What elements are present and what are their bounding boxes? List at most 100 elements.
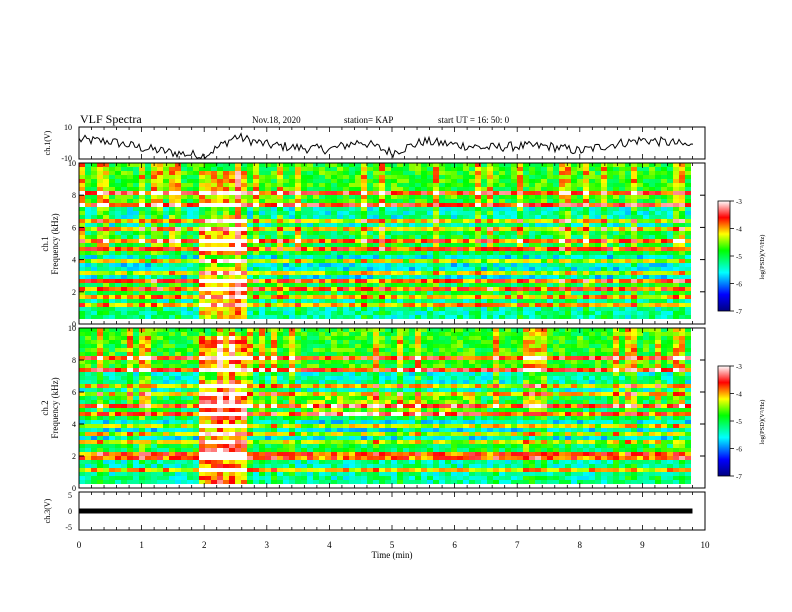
ch1-spectrogram-cell	[685, 259, 691, 263]
ch1-spectrogram-cell	[661, 275, 667, 279]
ch1-spectrogram-cell	[337, 167, 343, 171]
ch1-spectrogram-cell	[367, 235, 373, 239]
ch1-spectrogram-cell	[289, 263, 295, 267]
ch1-spectrogram-cell	[517, 267, 523, 271]
ch1-spectrogram-cell	[517, 199, 523, 203]
ch1-spectrogram-cell	[217, 203, 223, 207]
ch2-spectrogram-cell	[175, 452, 181, 456]
ch1-spectrogram-cell	[451, 251, 457, 255]
ch2-spectrogram-cell	[91, 360, 97, 364]
ch2-spectrogram-cell	[127, 412, 133, 416]
ch2-spectrogram-cell	[139, 332, 145, 336]
ch1-spectrogram-cell	[619, 251, 625, 255]
ch1-spectrogram-cell	[109, 319, 115, 323]
ch2-spectrogram-cell	[151, 396, 157, 400]
ch1-spectrogram-cell	[415, 287, 421, 291]
ch1-spectrogram-cell	[415, 271, 421, 275]
ch1-spectrogram-cell	[205, 207, 211, 211]
ch2-spectrogram-cell	[91, 480, 97, 484]
ch1-spectrogram-cell	[337, 239, 343, 243]
ch1-spectrogram-cell	[499, 275, 505, 279]
ch2-spectrogram-cell	[169, 336, 175, 340]
ch1-spectrogram-cell	[385, 263, 391, 267]
ch1-spectrogram-cell	[121, 271, 127, 275]
ch1-spectrogram-cell	[145, 179, 151, 183]
ch1-spectrogram-cell	[223, 239, 229, 243]
ch1-spectrogram-cell	[595, 243, 601, 247]
ch1-spectrogram-cell	[631, 283, 637, 287]
ch1-spectrogram-cell	[625, 315, 631, 319]
ch2-spectrogram-cell	[103, 408, 109, 412]
ch1-spectrogram-cell	[283, 195, 289, 199]
ch1-spectrogram-cell	[175, 299, 181, 303]
ch1-spectrogram-cell	[661, 295, 667, 299]
ch1-spectrogram-cell	[349, 259, 355, 263]
ch1-spectrogram-cell	[457, 215, 463, 219]
ch1-spectrogram-cell	[415, 211, 421, 215]
ch1-spectrogram-cell	[589, 255, 595, 259]
ch1-spectrogram-cell	[175, 207, 181, 211]
ch1-spectrogram-cell	[625, 291, 631, 295]
ch1-spectrogram-cell	[457, 211, 463, 215]
ch1-spectrogram-cell	[319, 271, 325, 275]
ch1-spectrogram-cell	[475, 263, 481, 267]
ch1-spectrogram-cell	[373, 211, 379, 215]
ch1-spectrogram-cell	[121, 303, 127, 307]
ch2-spectrogram-cell	[133, 384, 139, 388]
ch1-spectrogram-cell	[361, 255, 367, 259]
ch2-spectrogram-cell	[97, 424, 103, 428]
ch1-spectrogram-cell	[595, 267, 601, 271]
ch2-spectrogram-cell	[151, 392, 157, 396]
ch1-spectrogram-cell	[295, 227, 301, 231]
ch2-spectrogram-cell	[169, 348, 175, 352]
ch1-spectrogram-cell	[121, 263, 127, 267]
ch1-spec-ytick-label: 6	[72, 223, 76, 232]
ch1-spectrogram-cell	[685, 163, 691, 167]
ch2-spectrogram-cell	[205, 384, 211, 388]
ch1-spectrogram-cell	[529, 255, 535, 259]
ch2-spectrogram-cell	[79, 328, 85, 332]
ch1-spectrogram-cell	[433, 303, 439, 307]
ch1-spectrogram-cell	[157, 271, 163, 275]
ch1-spectrogram-cell	[481, 215, 487, 219]
ch1-spectrogram-cell	[619, 315, 625, 319]
ch1-spectrogram-cell	[631, 299, 637, 303]
ch2-spectrogram-cell	[163, 352, 169, 356]
ch1-spectrogram-cell	[289, 211, 295, 215]
ch1-spectrogram-cell	[601, 175, 607, 179]
ch2-spectrogram-cell	[169, 420, 175, 424]
ch1-spectrogram-cell	[349, 303, 355, 307]
ch1-spectrogram-cell	[85, 187, 91, 191]
ch1-spectrogram-cell	[343, 311, 349, 315]
ch1-spectrogram-cell	[385, 315, 391, 319]
ch1-spectrogram-cell	[403, 195, 409, 199]
ch2-spectrogram-cell	[133, 456, 139, 460]
ch1-spectrogram-cell	[505, 287, 511, 291]
ch2-spectrogram-cell	[97, 336, 103, 340]
ch2-spectrogram-cell	[115, 404, 121, 408]
ch2-spectrogram-cell	[97, 416, 103, 420]
ch1-spectrogram-cell	[103, 231, 109, 235]
ch1-spectrogram-cell	[631, 179, 637, 183]
ch1-spectrogram-cell	[487, 303, 493, 307]
ch1-spectrogram-cell	[235, 167, 241, 171]
ch1-spectrogram-cell	[547, 283, 553, 287]
ch1-spectrogram-cell	[139, 315, 145, 319]
ch1-spectrogram-cell	[193, 199, 199, 203]
ch1-spectrogram-cell	[685, 187, 691, 191]
ch1-spectrogram-cell	[481, 207, 487, 211]
ch1-spectrogram-cell	[295, 255, 301, 259]
ch1-spectrogram-cell	[355, 179, 361, 183]
ch1-spectrogram-cell	[169, 203, 175, 207]
ch1-spectrogram-cell	[517, 295, 523, 299]
ch1-spectrogram-cell	[367, 299, 373, 303]
ch1-spectrogram-cell	[391, 231, 397, 235]
ch1-spectrogram-cell	[187, 235, 193, 239]
ch1-spectrogram-cell	[679, 251, 685, 255]
ch2-spectrogram-cell	[109, 468, 115, 472]
ch1-spectrogram-cell	[241, 179, 247, 183]
ch1-spectrogram-cell	[559, 243, 565, 247]
ch2-spectrogram-cell	[79, 380, 85, 384]
ch1-spectrogram-cell	[415, 275, 421, 279]
ch1-spectrogram-cell	[355, 259, 361, 263]
